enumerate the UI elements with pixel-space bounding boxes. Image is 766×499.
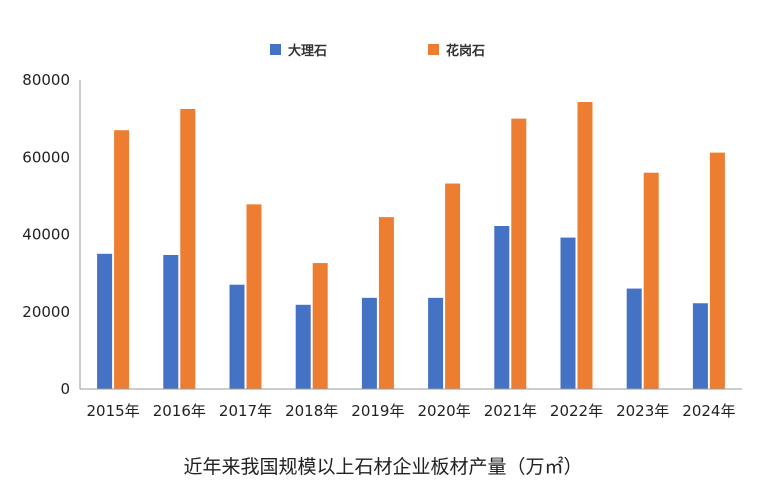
bar-granite-6 bbox=[511, 118, 527, 389]
bar-granite-2 bbox=[246, 204, 262, 389]
bar-marble-0 bbox=[97, 253, 113, 389]
bar-granite-7 bbox=[577, 102, 593, 390]
legend-swatch-0 bbox=[270, 44, 281, 55]
bar-granite-5 bbox=[445, 183, 461, 389]
bar-granite-3 bbox=[312, 263, 328, 389]
bar-granite-4 bbox=[378, 217, 394, 389]
x-tick-label: 2022年 bbox=[550, 402, 603, 420]
bar-granite-9 bbox=[709, 152, 725, 389]
bars-group bbox=[97, 102, 725, 390]
legend-label-1: 花岗石 bbox=[446, 43, 485, 59]
bar-marble-7 bbox=[560, 237, 576, 389]
bar-granite-8 bbox=[643, 172, 659, 389]
bar-marble-5 bbox=[428, 297, 444, 389]
x-tick-label: 2020年 bbox=[418, 402, 471, 420]
y-axis: 0 20000 40000 60000 80000 bbox=[22, 71, 81, 398]
x-tick-label: 2017年 bbox=[219, 402, 272, 420]
y-tick-label: 40000 bbox=[22, 226, 70, 244]
y-tick-label: 0 bbox=[60, 380, 70, 398]
x-tick-label: 2015年 bbox=[87, 402, 140, 420]
bar-marble-4 bbox=[361, 297, 377, 389]
chart-legend: 大理石 花岗石 bbox=[270, 43, 485, 59]
bar-granite-1 bbox=[180, 108, 196, 389]
y-tick-label: 20000 bbox=[22, 303, 70, 321]
x-tick-label: 2021年 bbox=[484, 402, 537, 420]
bar-marble-1 bbox=[163, 254, 179, 389]
x-tick-label: 2023年 bbox=[616, 402, 669, 420]
legend-label-0: 大理石 bbox=[288, 43, 327, 59]
legend-swatch-1 bbox=[428, 44, 439, 55]
y-tick-label: 60000 bbox=[22, 148, 70, 166]
bar-marble-8 bbox=[626, 288, 642, 389]
bar-marble-9 bbox=[692, 303, 708, 389]
x-tick-label: 2016年 bbox=[153, 402, 206, 420]
bar-granite-0 bbox=[114, 130, 130, 389]
x-axis: 2015年 2016年 2017年 2018年 2019年 2020年 2021年 2022年… bbox=[80, 388, 742, 420]
x-tick-label: 2018年 bbox=[285, 402, 338, 420]
x-tick-label: 2019年 bbox=[351, 402, 404, 420]
bar-marble-2 bbox=[229, 284, 245, 389]
bar-marble-6 bbox=[494, 226, 510, 389]
bar-marble-3 bbox=[295, 304, 311, 389]
x-tick-label: 2024年 bbox=[682, 402, 735, 420]
y-tick-label: 80000 bbox=[22, 71, 70, 89]
chart-caption: 近年来我国规模以上石材企业板材产量（万㎡） bbox=[183, 456, 583, 478]
